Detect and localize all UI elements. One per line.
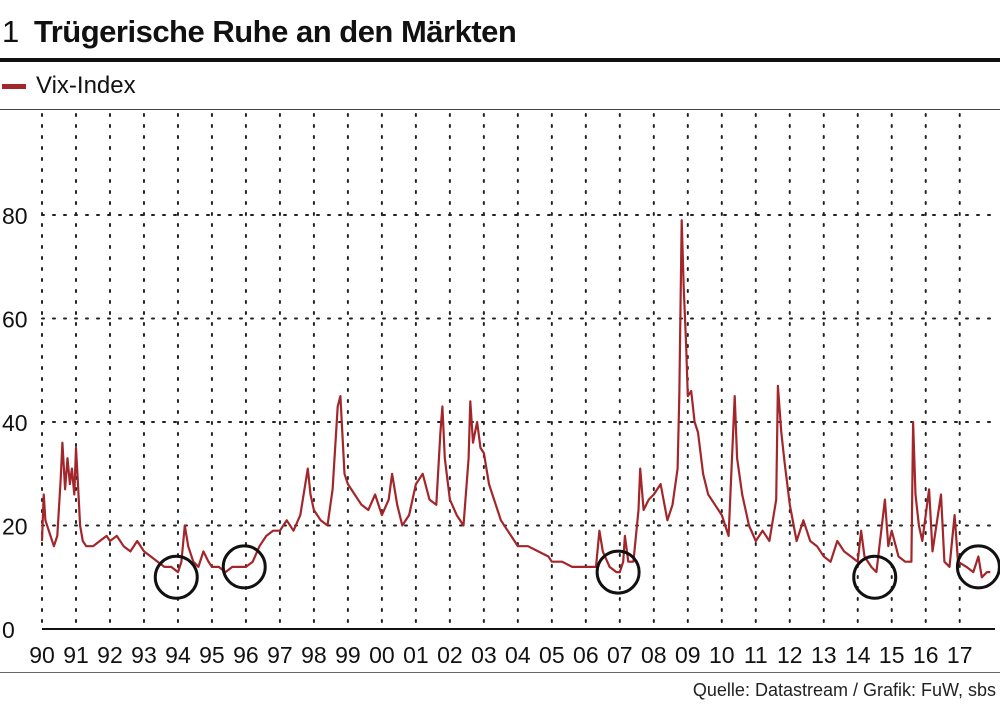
x-tick-label: 04: [505, 642, 531, 668]
chart-annotations: [153, 544, 1000, 600]
x-tick-label: 14: [845, 642, 871, 668]
x-tick-label: 13: [811, 642, 837, 668]
x-tick-label: 10: [709, 642, 735, 668]
x-tick-label: 05: [539, 642, 565, 668]
x-tick-label: 11: [744, 642, 768, 668]
x-tick-label: 92: [97, 642, 123, 668]
chart-header: 1 Trügerische Ruhe an den Märkten: [0, 6, 1000, 56]
x-tick-label: 03: [471, 642, 497, 668]
legend-rule: [0, 109, 1000, 110]
x-tick-label: 93: [131, 642, 157, 668]
y-tick-label: 60: [2, 307, 28, 333]
chart-number: 1: [2, 14, 20, 49]
chart-series: [40, 219, 991, 579]
annotation-circle: [153, 554, 199, 600]
y-tick-label: 0: [2, 617, 15, 643]
chart-grid: [41, 113, 996, 630]
y-tick-label: 20: [2, 514, 28, 540]
x-tick-label: 91: [63, 642, 89, 668]
x-tick-label: 08: [641, 642, 667, 668]
annotation-circle: [221, 544, 267, 590]
x-tick-label: 01: [403, 642, 429, 668]
x-tick-label: 95: [199, 642, 225, 668]
x-tick-label: 99: [335, 642, 361, 668]
y-axis-ticks: 0 20 40 60 80: [2, 203, 28, 643]
x-tick-label: 96: [233, 642, 259, 668]
x-tick-label: 97: [267, 642, 293, 668]
x-tick-label: 17: [947, 642, 973, 668]
legend-swatch: [2, 84, 26, 89]
title-rule: [0, 58, 1000, 62]
x-tick-label: 98: [301, 642, 327, 668]
annotation-circle: [595, 549, 641, 595]
x-tick-label: 09: [675, 642, 701, 668]
source-rule: [0, 672, 1000, 673]
source-note: Quelle: Datastream / Grafik: FuW, sbs: [692, 680, 996, 700]
x-tick-label: 02: [437, 642, 463, 668]
x-tick-label: 12: [777, 642, 803, 668]
series-line-vix-index: [40, 219, 991, 579]
x-axis-ticks: 90 91 92 93 94 95 96 97 98 99 00 01 02 03 04 05 06 07 08 09…: [29, 642, 972, 668]
chart-title: Trügerische Ruhe an den Märkten: [34, 14, 517, 49]
y-tick-label: 80: [2, 203, 28, 229]
legend-label: Vix-Index: [36, 72, 136, 99]
vix-line-chart: 0 20 40 60 80 90 91 92 93 94 95 96 97 98 99 00 01 02 03 04…: [2, 113, 1000, 668]
annotation-circle: [852, 554, 898, 600]
x-tick-label: 90: [29, 642, 55, 668]
annotation-circle: [955, 544, 1000, 590]
y-tick-label: 40: [2, 410, 28, 436]
x-tick-label: 16: [913, 642, 939, 668]
x-tick-label: 07: [607, 642, 633, 668]
x-tick-label: 00: [369, 642, 395, 668]
x-tick-label: 15: [879, 642, 905, 668]
x-tick-label: 94: [165, 642, 191, 668]
x-tick-label: 06: [573, 642, 599, 668]
